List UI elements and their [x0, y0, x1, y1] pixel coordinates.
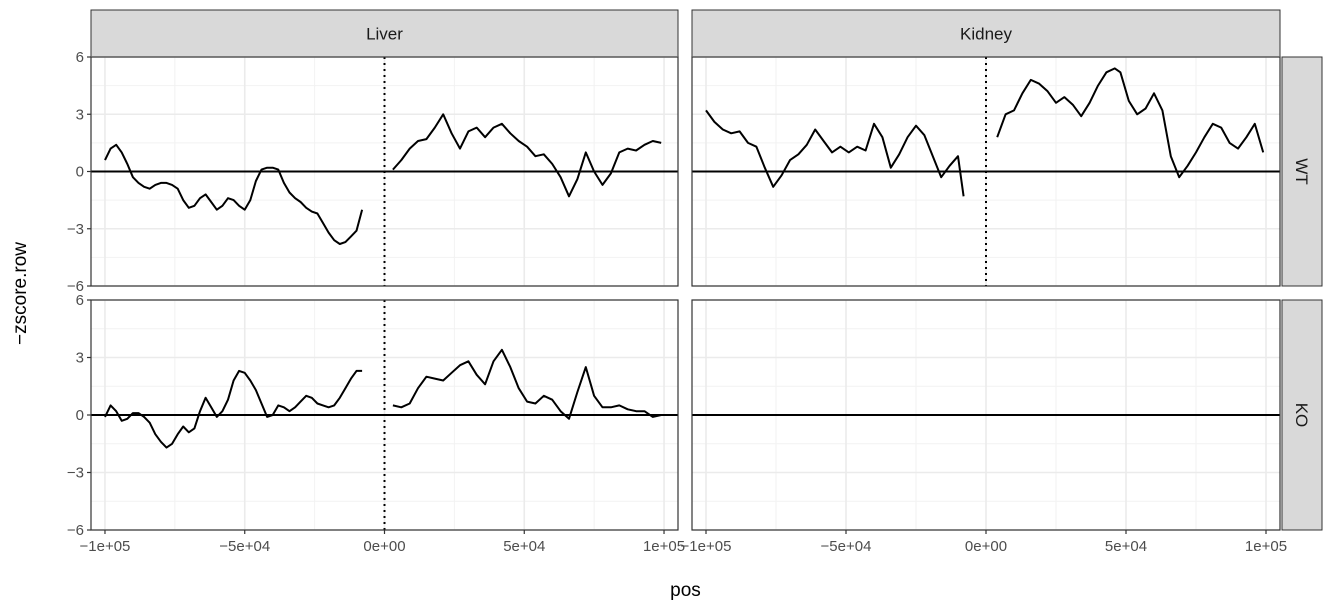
panel-border-kidney-wt — [691, 56, 1281, 287]
y-tick-label: −3 — [67, 465, 84, 482]
y-tick-label: −3 — [67, 221, 84, 238]
y-tick-label: −6 — [67, 278, 84, 295]
facet-label-wt: WT — [1292, 158, 1311, 184]
y-tick-label: 3 — [76, 350, 84, 367]
y-tick-label: 6 — [76, 49, 84, 66]
series-line-kidney-wt-1 — [705, 109, 965, 197]
facet-label-liver: Liver — [366, 25, 403, 44]
x-tick-label: 5e+04 — [1105, 538, 1147, 555]
y-tick-label: −6 — [67, 522, 84, 539]
facet-strip-wt — [1281, 56, 1323, 287]
facet-strip-liver — [90, 9, 679, 58]
series-line-liver-wt-1 — [104, 143, 364, 245]
x-tick-label: 1e+05 — [1245, 538, 1287, 555]
y-axis-title: −zscore.row — [10, 242, 31, 345]
y-tick-label: 0 — [76, 407, 84, 424]
facet-label-ko: KO — [1292, 403, 1311, 428]
facet-label-kidney: Kidney — [960, 25, 1012, 44]
facet-strip-kidney — [691, 9, 1281, 58]
x-tick-label: 0e+00 — [363, 538, 405, 555]
x-tick-label: 5e+04 — [503, 538, 545, 555]
x-tick-label: 1e+05 — [643, 538, 685, 555]
x-tick-label: 0e+00 — [965, 538, 1007, 555]
y-tick-label: 3 — [76, 106, 84, 123]
x-axis-title: pos — [670, 580, 701, 601]
series-line-liver-ko-1 — [104, 369, 363, 449]
y-tick-label: 6 — [76, 292, 84, 309]
series-line-kidney-wt-2 — [996, 67, 1265, 179]
facet-strip-ko — [1281, 299, 1323, 531]
series-line-liver-wt-2 — [392, 113, 662, 198]
y-tick-label: 0 — [76, 164, 84, 181]
x-tick-label: −1e+05 — [80, 538, 131, 555]
x-tick-label: −5e+04 — [821, 538, 872, 555]
x-tick-label: −1e+05 — [681, 538, 732, 555]
series-line-liver-ko-2 — [392, 348, 662, 420]
x-tick-label: −5e+04 — [219, 538, 270, 555]
